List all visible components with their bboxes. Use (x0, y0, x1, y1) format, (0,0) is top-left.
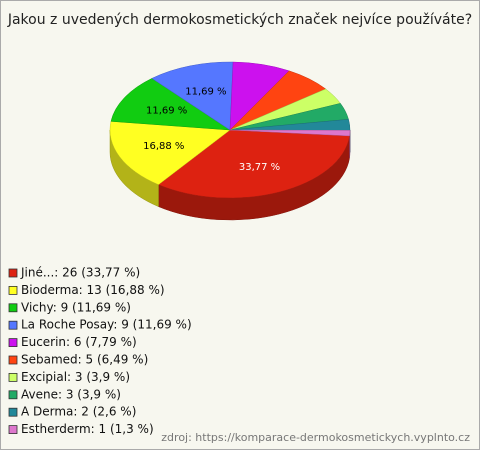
legend-label: Sebamed: 5 (6,49 %) (21, 353, 148, 367)
legend-swatch (9, 356, 17, 364)
slice-label: 16,88 % (143, 141, 184, 152)
legend-swatch (9, 321, 17, 329)
legend-label: La Roche Posay: 9 (11,69 %) (21, 318, 192, 332)
slice-label: 33,77 % (239, 162, 280, 173)
slice-label: 11,69 % (185, 87, 226, 98)
legend-swatch (9, 269, 17, 277)
legend-label: Jiné...: 26 (33,77 %) (20, 266, 140, 280)
legend-swatch (9, 304, 17, 312)
legend-swatch (9, 408, 17, 416)
legend-label: Eucerin: 6 (7,79 %) (21, 335, 137, 349)
legend-swatch (9, 391, 17, 399)
legend-label: Excipial: 3 (3,9 %) (21, 370, 130, 384)
legend-swatch (9, 426, 17, 434)
legend-swatch (9, 339, 17, 347)
legend-label: Bioderma: 13 (16,88 %) (21, 283, 165, 297)
legend-label: Vichy: 9 (11,69 %) (21, 300, 131, 314)
legend-label: A Derma: 2 (2,6 %) (21, 405, 136, 419)
chart-title: Jakou z uvedených dermokosmetických znač… (7, 12, 472, 28)
legend-label: Estherderm: 1 (1,3 %) (21, 422, 154, 436)
legend-swatch (9, 373, 17, 381)
source: zdroj: https://komparace-dermokosmeticky… (161, 431, 470, 444)
legend-label: Avene: 3 (3,9 %) (21, 387, 121, 401)
legend-swatch (9, 286, 17, 294)
slice-label: 11,69 % (146, 106, 187, 117)
